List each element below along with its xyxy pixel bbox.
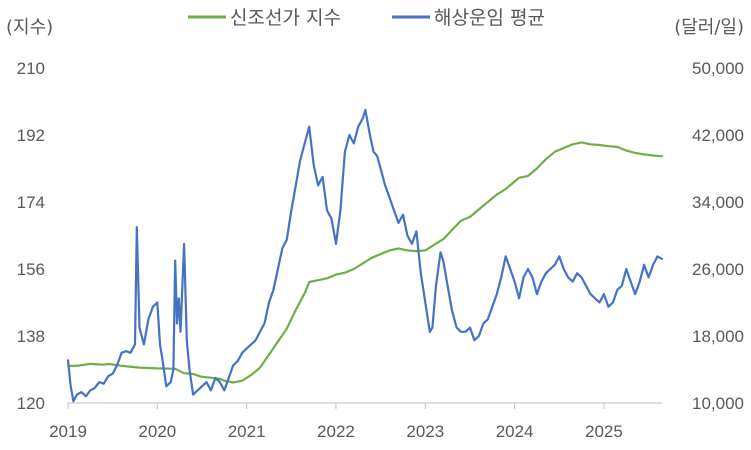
left-axis: 120 138 156 174 192 210 [17,59,45,413]
x-tick-label: 2024 [496,422,534,441]
y-left-tick-label: 192 [17,126,45,145]
y-right-tick-label: 26,000 [692,260,744,279]
y-right-tick-label: 50,000 [692,59,744,78]
y-left-tick-label: 174 [17,193,45,212]
y-left-tick-label: 120 [17,394,45,413]
right-axis: 10,000 18,000 26,000 34,000 42,000 50,000 [692,59,744,413]
x-tick-label: 2025 [585,422,623,441]
series-line-newbuild-index [66,141,664,384]
left-axis-unit: (지수) [6,17,53,38]
x-tick-label: 2023 [406,422,444,441]
y-right-tick-label: 18,000 [692,327,744,346]
legend: 신조선가 지수 해상운임 평균 [188,7,545,29]
x-tick-label: 2021 [228,422,266,441]
legend-label-newbuild-index: 신조선가 지수 [230,7,341,29]
x-tick-label: 2022 [317,422,355,441]
y-left-tick-label: 210 [17,59,45,78]
right-axis-unit: (달러/일) [674,17,744,38]
y-right-tick-label: 34,000 [692,193,744,212]
x-axis: 2019 2020 2021 2022 2023 2024 2025 [49,403,623,441]
x-tick-label: 2019 [49,422,87,441]
x-tick-label: 2020 [138,422,176,441]
y-right-tick-label: 10,000 [692,394,744,413]
y-right-tick-label: 42,000 [692,126,744,145]
plot-area [66,108,664,403]
legend-label-freight-average: 해상운임 평균 [434,7,545,29]
y-left-tick-label: 156 [17,260,45,279]
series-line-freight-average [66,108,664,403]
y-left-tick-label: 138 [17,327,45,346]
